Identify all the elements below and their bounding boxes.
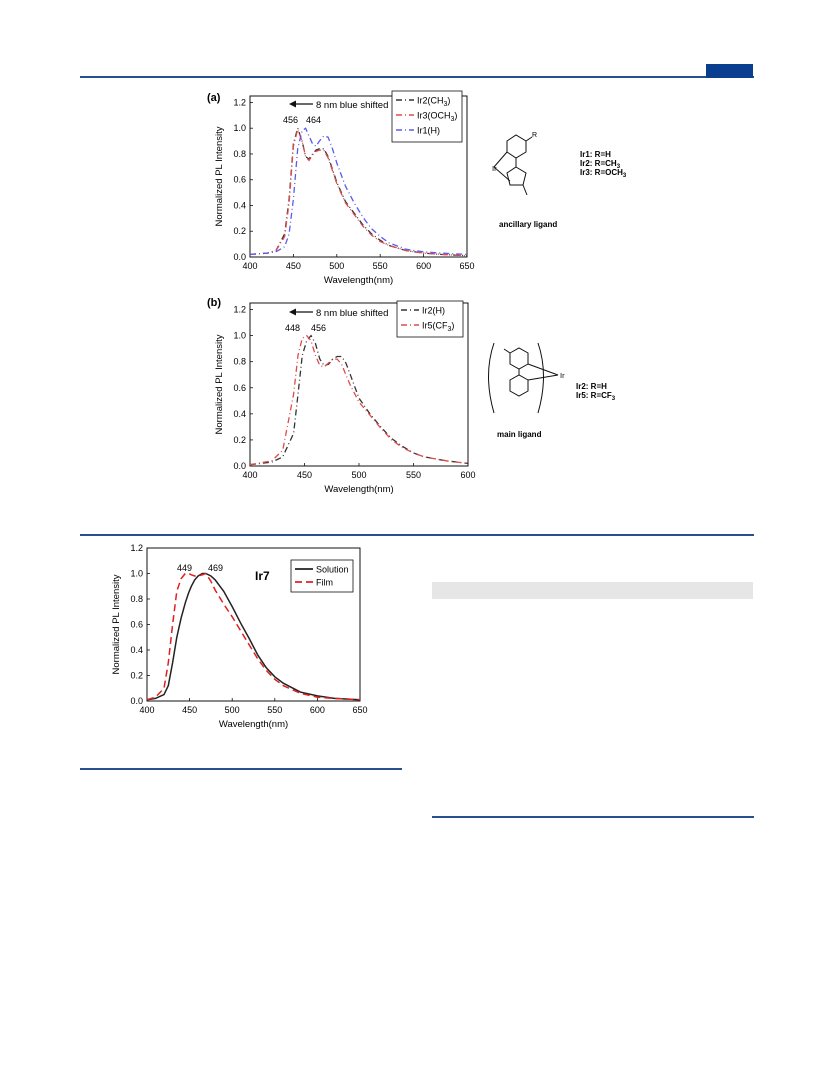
fig-c-ytick-label: 1.2 [130, 543, 143, 553]
fig-c-ytick-label: 0.0 [130, 696, 143, 706]
fig-a-legend-box [391, 90, 463, 143]
struct-a-lines-line: Ir1: R=H [580, 150, 611, 159]
figure-a-spectrum-chart: (a) 8 nm blue shifted 456 464 400 450 500 5… [207, 90, 475, 286]
fig-b-ytick-label: 0.6 [233, 383, 246, 393]
panel-label-b: (b) [207, 297, 221, 309]
shift-annotation-a: 8 nm blue shifted [316, 100, 388, 111]
fig-c-legend-label-1: Solution [316, 565, 349, 575]
peak-label-a2: 464 [306, 115, 321, 125]
compound-label-ir7: Ir7 [255, 569, 270, 583]
fig-b-legend-box [396, 300, 464, 338]
fig-a-ytick-label: 0.6 [233, 175, 246, 185]
metal-label-b: Ir [560, 371, 565, 380]
arrow-annotation-a: 8 nm blue shifted [289, 100, 388, 111]
fig-a-ytick-label: 0.0 [233, 252, 246, 262]
fig-c-xtick-label: 550 [267, 705, 282, 715]
substituent-label-a: R [532, 132, 537, 139]
fig-b-xtick-label: 450 [297, 470, 312, 480]
fig-a-xtick-label: 650 [459, 261, 474, 271]
fig-b-series-line-2 [249, 334, 469, 466]
fig-a-legend-label-3: Ir1(H) [417, 126, 440, 136]
fig-c-series-line-1 [146, 572, 361, 701]
struct-b-lines-line: Ir2: R=H [576, 382, 607, 391]
fig-c-xtick-label: 600 [310, 705, 325, 715]
fig-a-series-line-1 [249, 125, 468, 257]
fig-c-xtick-label: 400 [139, 705, 154, 715]
fig-c-ytick-label: 0.2 [130, 671, 143, 681]
peak-label-c1: 449 [177, 563, 192, 573]
ligand-caption-a: ancillary ligand [499, 220, 557, 229]
left-figure-rule [80, 768, 402, 770]
fig-c-ytick-label: 0.8 [130, 594, 143, 604]
fig-a-xtick-label: 550 [373, 261, 388, 271]
fig-a-ytick-label: 1.0 [233, 123, 246, 133]
fig-b-xtick-label: 500 [351, 470, 366, 480]
fig-c-ytick-label: 1.0 [130, 569, 143, 579]
peak-label-b2: 456 [311, 323, 326, 333]
fig-b-xtick-label: 600 [460, 470, 475, 480]
fig-b-ytick-label: 1.2 [233, 305, 246, 315]
fig-c-xtick-label: 650 [352, 705, 367, 715]
fig-c-ytick-label: 0.4 [130, 645, 143, 655]
panel-label-a: (a) [207, 92, 221, 104]
peak-label-b1: 448 [285, 323, 300, 333]
fig-a-series-line-3 [249, 127, 468, 256]
fig-b-ytick-label: 0.8 [233, 357, 246, 367]
metal-label-a: Ir [492, 164, 497, 173]
fig-b-ytick-label: 0.4 [233, 409, 246, 419]
fig-b-legend-label-1: Ir2(H) [422, 306, 445, 316]
struct-a-lines-line: Ir3: R=OCH3 [580, 168, 627, 179]
fig-a-x-axis-title: Wavelength(nm) [324, 275, 393, 286]
arrow-annotation-b: 8 nm blue shifted [289, 308, 388, 319]
fig-c-legend-box [290, 559, 354, 593]
shift-annotation-b: 8 nm blue shifted [316, 308, 388, 319]
journal-tab-block [706, 64, 753, 78]
fig-b-y-axis-title: Normalized PL Intensity [214, 334, 225, 434]
section-rule-1 [80, 534, 754, 536]
fig-c-ytick-label: 0.6 [130, 620, 143, 630]
fig-c-series-line-2 [146, 572, 361, 701]
fig-b-xtick-label: 550 [406, 470, 421, 480]
fig-a-legend-label-2: Ir3(OCH3) [417, 111, 457, 124]
fig-c-y-axis-title: Normalized PL Intensity [111, 574, 122, 674]
fig-a-xtick-label: 500 [329, 261, 344, 271]
fig-b-legend-label-2: Ir5(CF3) [422, 321, 454, 334]
fig-c-legend-label-2: Film [316, 578, 333, 588]
fig-b-series-line-1 [249, 334, 469, 466]
right-table-rule [432, 816, 754, 818]
fig-c-xtick-label: 450 [182, 705, 197, 715]
fig-b-xtick-label: 400 [242, 470, 257, 480]
fig-a-plot-frame [249, 95, 468, 258]
fig-a-ytick-label: 0.8 [233, 149, 246, 159]
fig-a-y-axis-title: Normalized PL Intensity [214, 126, 225, 226]
fig-c-x-axis-title: Wavelength(nm) [219, 719, 288, 730]
fig-b-ytick-label: 0.0 [233, 461, 246, 471]
ligand-caption-b: main ligand [497, 430, 542, 439]
peak-label-c2: 469 [208, 563, 223, 573]
struct-b-lines-line: Ir5: R=CF3 [576, 391, 616, 402]
fig-b-ytick-label: 1.0 [233, 331, 246, 341]
fig-a-series-line-2 [249, 127, 468, 257]
fig-b-x-axis-title: Wavelength(nm) [324, 484, 393, 495]
table-header-row [432, 582, 753, 599]
fig-a-ytick-label: 0.4 [233, 200, 246, 210]
fig-a-xtick-label: 600 [416, 261, 431, 271]
figure-ir7-spectrum-chart: Ir7 449 469 400 450 500 550 600 650 0.0 0.2 0.4 0… [111, 543, 368, 730]
fig-a-xtick-label: 400 [242, 261, 257, 271]
struct-a-lines-line: Ir2: R=CH3 [580, 159, 621, 170]
fig-a-ytick-label: 1.2 [233, 97, 246, 107]
header-rule [80, 76, 754, 78]
figure-b-spectrum-chart: (b) 8 nm blue shifted 448 456 400 450 500 5… [207, 297, 476, 495]
peak-label-a1: 456 [283, 115, 298, 125]
fig-a-ytick-label: 0.2 [233, 226, 246, 236]
fig-a-legend-label-1: Ir2(CH3) [417, 96, 450, 109]
fig-a-xtick-label: 450 [286, 261, 301, 271]
fig-c-xtick-label: 500 [225, 705, 240, 715]
fig-b-ytick-label: 0.2 [233, 435, 246, 445]
